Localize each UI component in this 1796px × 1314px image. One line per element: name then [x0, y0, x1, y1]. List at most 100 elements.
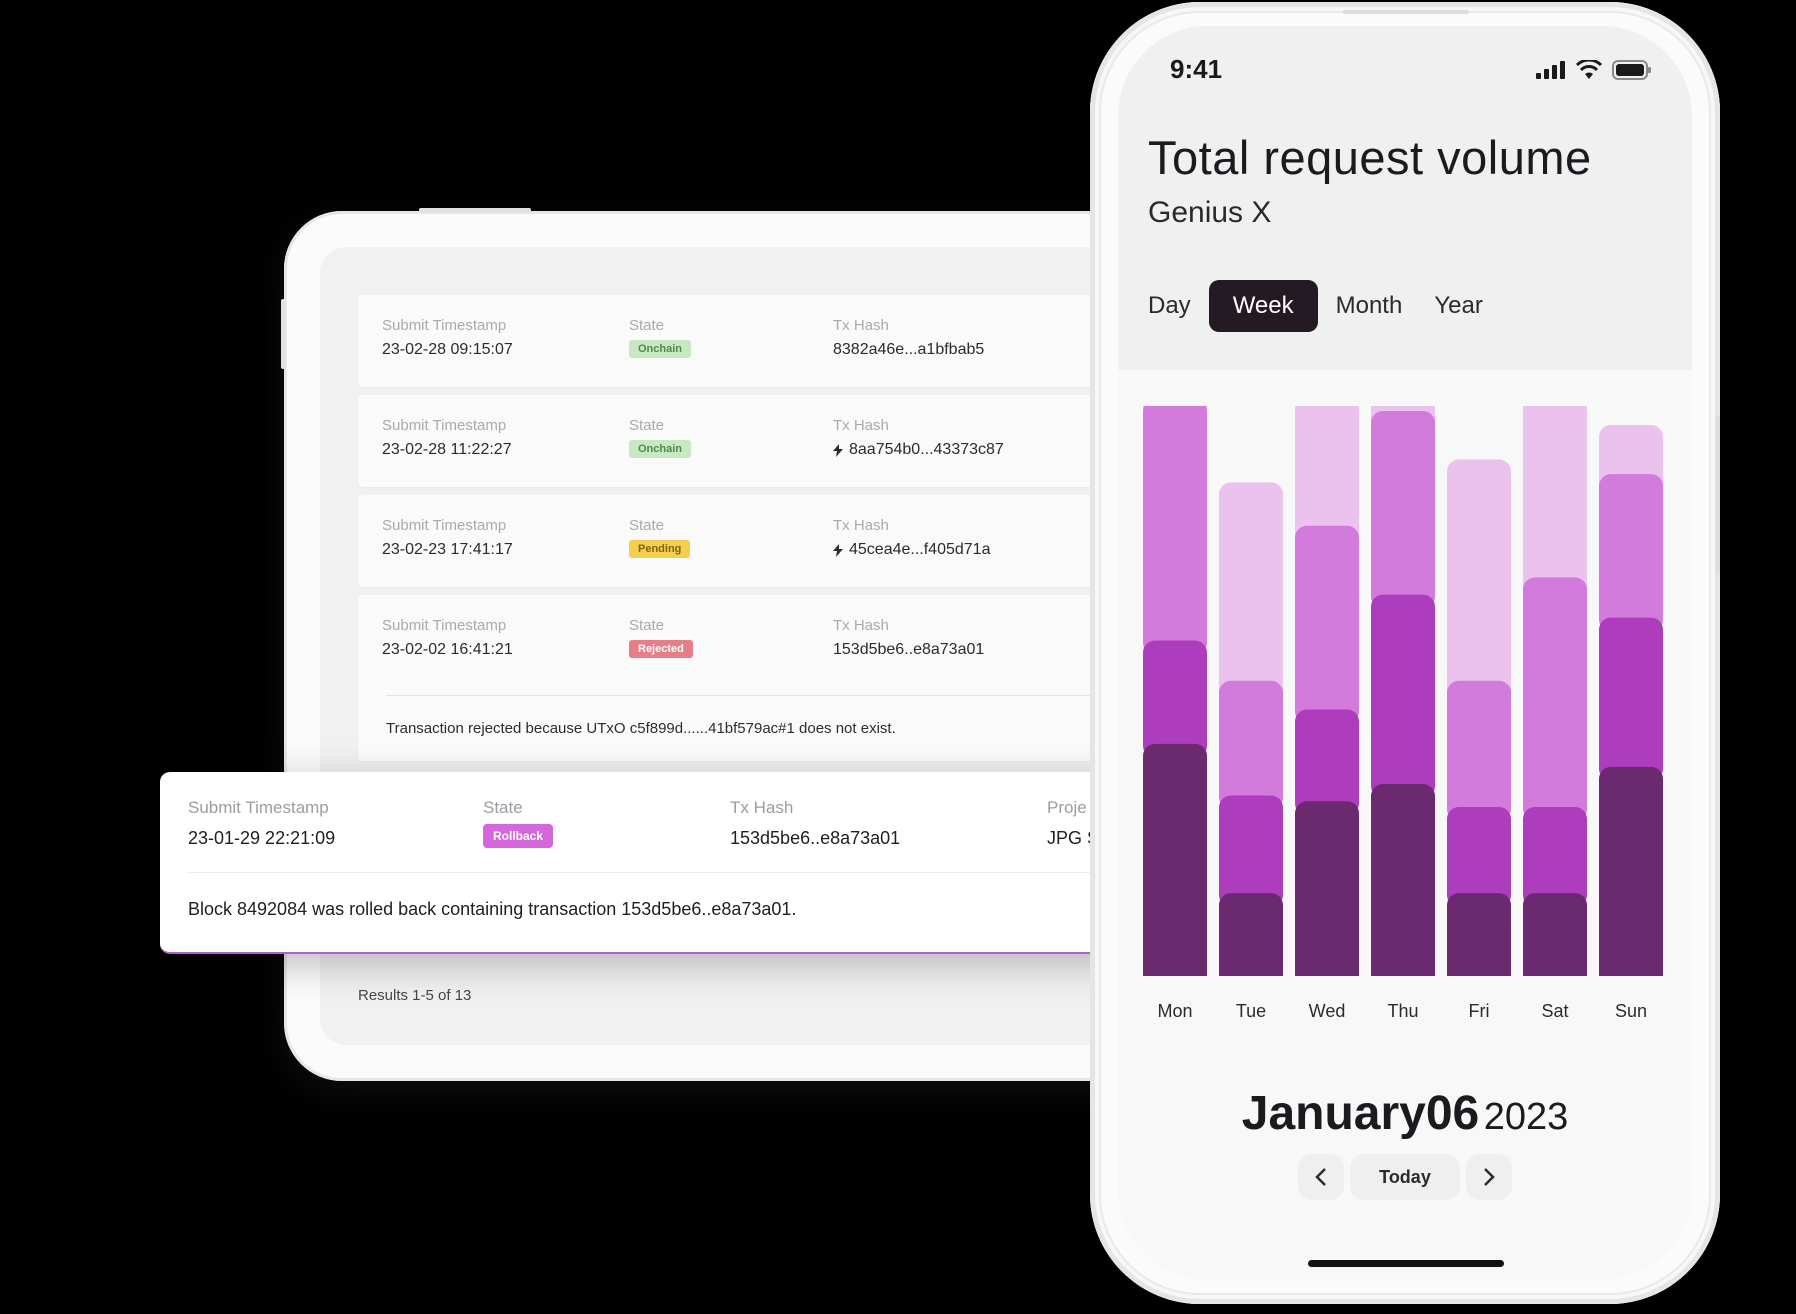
- bar-segment-thu-2[interactable]: [1371, 594, 1435, 799]
- phone-screen: 9:41 Total request volume Genius X Da: [1118, 26, 1692, 1280]
- state-label: State: [629, 517, 665, 534]
- transaction-row-expanded[interactable]: Submit Timestamp 23-02-02 16:41:21 State…: [358, 595, 1118, 761]
- timestamp-value: 23-02-28 09:15:07: [382, 341, 513, 358]
- bar-segment-sat-3[interactable]: [1523, 577, 1587, 822]
- rejection-message: Transaction rejected because UTxO c5f899…: [386, 695, 1118, 737]
- hash-text: 153d5be6..e8a73a01: [833, 641, 985, 658]
- bar-base-fri: [1447, 962, 1511, 976]
- timestamp-value: 23-02-02 16:41:21: [382, 641, 513, 658]
- page-subtitle: Genius X: [1148, 196, 1272, 229]
- timestamp-value: 23-02-23 17:41:17: [382, 541, 513, 558]
- bar-segment-tue-3[interactable]: [1219, 680, 1283, 810]
- bar-segment-sun-2[interactable]: [1599, 617, 1663, 781]
- bar-base-sat: [1523, 962, 1587, 976]
- state-cell: State Rejected: [629, 617, 693, 658]
- status-time: 9:41: [1170, 54, 1223, 84]
- bar-segment-sat-4[interactable]: [1523, 406, 1587, 606]
- timestamp-value: 23-02-28 11:22:27: [382, 441, 512, 458]
- hash-label: Tx Hash: [730, 798, 794, 817]
- x-tick-label: Mon: [1157, 1001, 1192, 1021]
- hash-value[interactable]: 8382a46e...a1bfbab5: [833, 341, 984, 359]
- bar-base-mon: [1143, 962, 1207, 976]
- bar-segment-thu-1[interactable]: [1371, 784, 1435, 976]
- today-button[interactable]: Today: [1350, 1154, 1460, 1200]
- signal-icon: [1536, 61, 1565, 79]
- timestamp-label: Submit Timestamp: [382, 517, 507, 534]
- hash-text: 8382a46e...a1bfbab5: [833, 341, 985, 358]
- selected-date: January06 2023: [1118, 1086, 1692, 1141]
- period-tabs: Day Week Month Year: [1148, 280, 1499, 332]
- bar-segment-mon-2[interactable]: [1143, 640, 1207, 758]
- bar-segment-wed-2[interactable]: [1295, 709, 1359, 816]
- tab-day[interactable]: Day: [1148, 292, 1191, 319]
- timestamp-label: Submit Timestamp: [382, 317, 507, 334]
- hash-cell: Tx Hash 153d5be6..e8a73a01: [730, 798, 900, 849]
- bar-base-tue: [1219, 962, 1283, 976]
- bar-segment-mon-3[interactable]: [1143, 406, 1207, 655]
- state-label: State: [629, 617, 665, 634]
- bar-segment-mon-1[interactable]: [1143, 743, 1207, 976]
- tablet-top-button: [419, 208, 531, 212]
- status-badge: Onchain: [629, 440, 692, 458]
- bar-segment-wed-3[interactable]: [1295, 525, 1359, 724]
- hash-value[interactable]: 45cea4e...f405d71a: [833, 541, 990, 559]
- tab-month[interactable]: Month: [1335, 292, 1403, 319]
- chevron-left-icon: [1315, 1168, 1326, 1186]
- bar-segment-wed-1[interactable]: [1295, 801, 1359, 976]
- transaction-row[interactable]: Submit Timestamp 23-02-23 17:41:17 State…: [358, 495, 1118, 587]
- status-badge: Rollback: [483, 824, 554, 848]
- home-indicator: [1308, 1260, 1504, 1267]
- bar-segment-fri-2[interactable]: [1447, 807, 1511, 908]
- date-month-day: January06: [1241, 1087, 1480, 1140]
- results-count: Results 1-5 of 13: [358, 987, 472, 1004]
- bar-segment-fri-4[interactable]: [1447, 459, 1511, 709]
- hash-label: Tx Hash: [833, 617, 889, 634]
- timestamp-label: Submit Timestamp: [188, 798, 329, 817]
- state-label: State: [483, 798, 523, 817]
- transaction-row[interactable]: Submit Timestamp 23-02-28 09:15:07 State…: [358, 295, 1118, 387]
- bar-segment-tue-4[interactable]: [1219, 482, 1283, 709]
- hash-label: Tx Hash: [833, 417, 889, 434]
- bar-segment-fri-1[interactable]: [1447, 893, 1511, 976]
- hash-value[interactable]: 8aa754b0...43373c87: [833, 441, 1004, 459]
- tab-year[interactable]: Year: [1434, 292, 1483, 319]
- timestamp-cell: Submit Timestamp 23-02-28 09:15:07: [382, 317, 513, 359]
- hash-cell: Tx Hash 153d5be6..e8a73a01: [833, 617, 984, 659]
- next-button[interactable]: [1466, 1154, 1512, 1200]
- status-badge: Pending: [629, 540, 691, 558]
- bar-segment-sat-1[interactable]: [1523, 893, 1587, 976]
- hash-value[interactable]: 153d5be6..e8a73a01: [730, 828, 901, 848]
- x-tick-label: Wed: [1309, 1001, 1346, 1021]
- hash-label: Tx Hash: [833, 517, 889, 534]
- transaction-row[interactable]: Submit Timestamp 23-02-28 11:22:27 State…: [358, 395, 1118, 487]
- hash-value[interactable]: 153d5be6..e8a73a01: [833, 641, 984, 659]
- hash-label: Tx Hash: [833, 317, 889, 334]
- rollback-transaction-card[interactable]: Submit Timestamp 23-01-29 22:21:09 State…: [160, 772, 1140, 954]
- project-cell: Proje JPG S: [1047, 798, 1099, 849]
- bar-segment-fri-3[interactable]: [1447, 680, 1511, 822]
- bar-segment-sat-2[interactable]: [1523, 807, 1587, 908]
- previous-button[interactable]: [1298, 1154, 1344, 1200]
- state-cell: State Pending: [629, 517, 691, 558]
- bar-segment-thu-3[interactable]: [1371, 410, 1435, 609]
- bar-segment-sun-3[interactable]: [1599, 474, 1663, 632]
- bar-segment-sun-1[interactable]: [1599, 766, 1663, 976]
- tab-week[interactable]: Week: [1208, 280, 1318, 332]
- wifi-icon: [1576, 60, 1602, 79]
- x-tick-label: Sat: [1541, 1001, 1568, 1021]
- state-label: State: [629, 417, 665, 434]
- x-tick-label: Tue: [1236, 1001, 1266, 1021]
- battery-icon: [1612, 60, 1651, 80]
- bar-segment-tue-1[interactable]: [1219, 893, 1283, 976]
- timestamp-label: Submit Timestamp: [382, 417, 507, 434]
- request-volume-chart: Mon Tue Wed Thu Fri Sat Sun: [1143, 406, 1663, 1021]
- tablet-side-button: [281, 299, 285, 369]
- phone-top-edge: [1343, 10, 1469, 14]
- bar-segment-wed-4[interactable]: [1295, 406, 1359, 554]
- bar-segment-tue-2[interactable]: [1219, 795, 1283, 908]
- state-cell: State Onchain: [629, 417, 692, 458]
- phone-power-button: [1716, 416, 1720, 572]
- hash-text: 45cea4e...f405d71a: [849, 541, 991, 558]
- status-badge: Rejected: [629, 640, 693, 658]
- hash-cell: Tx Hash 8382a46e...a1bfbab5: [833, 317, 984, 359]
